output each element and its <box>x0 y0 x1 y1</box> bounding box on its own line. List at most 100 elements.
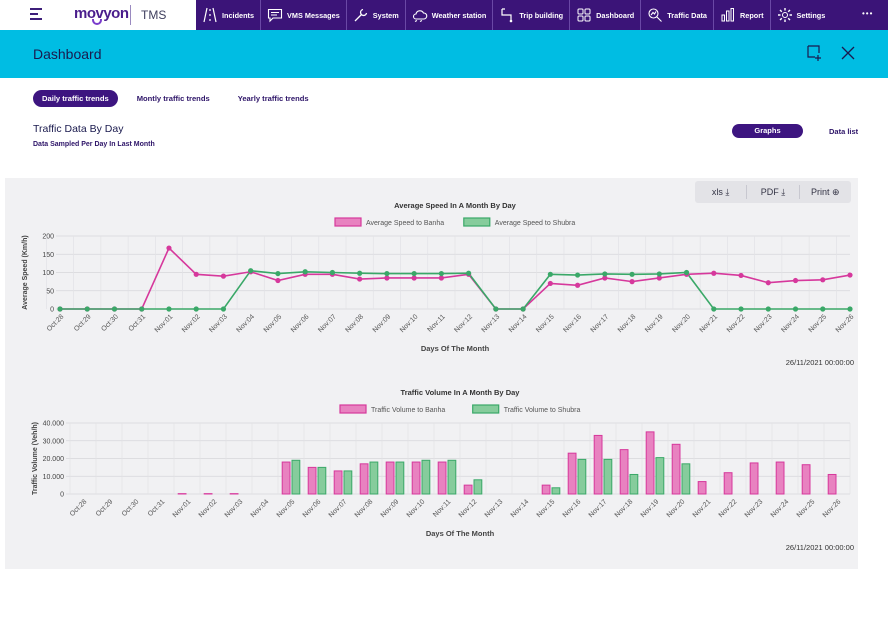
x-tick-label: Nov:21 <box>692 498 713 519</box>
data-point <box>193 271 199 277</box>
print-button[interactable]: Print ⊕ <box>811 187 840 197</box>
bar <box>343 470 353 495</box>
data-point <box>193 306 199 312</box>
legend-swatch <box>463 217 491 227</box>
data-point <box>738 272 744 279</box>
nav-label: Weather station <box>431 10 487 20</box>
charts-canvas: Average Speed In A Month By Day Average S… <box>22 201 855 552</box>
data-point <box>547 280 553 287</box>
x-tick-label: Nov:13 <box>481 313 502 334</box>
series-line <box>60 269 850 310</box>
wrench-icon <box>354 8 367 22</box>
chart-timestamp: 26/11/2021 00:00:00 <box>786 543 854 552</box>
legend-label: Average Speed to Banha <box>366 220 444 227</box>
trend-tabs: Daily traffic trends Montly traffic tren… <box>33 90 328 107</box>
message-icon <box>267 8 283 23</box>
x-tick-label: Nov:06 <box>290 313 311 334</box>
bar <box>317 466 327 495</box>
legend-label: Average Speed to Shubra <box>495 220 576 227</box>
grid-icon <box>577 8 591 22</box>
nav-settings[interactable]: Settings <box>771 0 832 30</box>
y-tick-label: 100 <box>42 270 54 277</box>
menu-icon[interactable] <box>30 8 42 21</box>
export-xls-button[interactable]: xls ⤓ <box>695 185 748 199</box>
nav-dashboard[interactable]: Dashboard <box>570 0 642 30</box>
x-tick-label: Nov:15 <box>536 498 557 519</box>
data-list-button[interactable]: Data list <box>829 127 859 136</box>
data-point <box>629 271 635 277</box>
data-point <box>248 268 254 274</box>
section-title: Traffic Data By Day <box>33 123 124 135</box>
x-tick-label: Oct:30 <box>100 313 120 333</box>
tab-monthly[interactable]: Montly traffic trends <box>136 94 210 103</box>
data-point <box>220 273 227 279</box>
data-point <box>166 306 172 312</box>
bar <box>359 463 369 495</box>
export-pdf-button[interactable]: PDF ⤓ <box>747 185 800 199</box>
data-point <box>765 306 771 312</box>
bar <box>307 466 317 495</box>
nav-report[interactable]: Report <box>714 0 771 30</box>
x-tick-label: Oct:29 <box>73 313 93 333</box>
x-tick-label: Nov:17 <box>588 498 609 519</box>
add-widget-icon[interactable] <box>806 44 824 62</box>
tab-daily[interactable]: Daily traffic trends <box>33 90 118 107</box>
bar <box>291 459 301 495</box>
nav-label: Settings <box>796 10 826 20</box>
legend-label: Traffic Volume to Shubra <box>504 407 581 414</box>
bar <box>827 473 837 495</box>
x-tick-label: Nov:12 <box>458 498 479 519</box>
tab-yearly[interactable]: Yearly traffic trends <box>237 94 309 103</box>
x-tick-label: Nov:26 <box>822 498 843 519</box>
data-point <box>275 277 281 284</box>
y-tick-label: 0 <box>60 492 64 499</box>
x-tick-label: Nov:14 <box>510 498 531 519</box>
y-tick-label: 20.000 <box>43 456 65 463</box>
y-tick-label: 30.000 <box>43 438 65 445</box>
nav-weather-station[interactable]: Weather station <box>406 0 494 30</box>
nav-system[interactable]: System <box>347 0 406 30</box>
logo: movyon <box>74 5 129 22</box>
legend-swatch <box>472 404 500 414</box>
x-axis-label: Days Of The Month <box>421 344 490 353</box>
bar <box>551 487 561 495</box>
nav-trip-building[interactable]: Trip building <box>493 0 571 30</box>
data-point <box>411 270 417 277</box>
bar <box>645 431 655 495</box>
data-point <box>220 306 227 312</box>
x-tick-label: Nov:04 <box>250 498 271 519</box>
bar <box>463 484 473 495</box>
data-point <box>683 269 690 276</box>
nav-vms-messages[interactable]: VMS Messages <box>261 0 347 30</box>
gear-icon <box>777 8 792 22</box>
main-nav: Incidents VMS Messages System Weather st… <box>196 0 888 30</box>
x-tick-label: Oct:31 <box>128 313 148 333</box>
bar <box>619 449 629 495</box>
x-tick-label: Nov:24 <box>780 313 801 334</box>
more-menu-icon[interactable]: ••• <box>862 9 874 18</box>
nav-incidents[interactable]: Incidents <box>196 0 262 30</box>
bar <box>333 470 343 495</box>
chart-title: Average Speed In A Month By Day <box>394 201 517 210</box>
nav-label: Dashboard <box>596 10 635 20</box>
data-point <box>820 306 826 312</box>
graphs-button[interactable]: Graphs <box>732 124 803 138</box>
data-point <box>847 306 853 312</box>
x-tick-label: Nov:11 <box>432 498 452 518</box>
nav-traffic-data[interactable]: Traffic Data <box>641 0 714 30</box>
route-icon <box>501 8 513 23</box>
nav-label: VMS Messages <box>287 10 340 20</box>
bar <box>681 463 691 495</box>
bar <box>749 462 759 495</box>
legend-swatch <box>339 404 367 414</box>
data-point <box>602 271 608 277</box>
y-axis-label: Average Speed (Km/h) <box>22 235 29 309</box>
data-point <box>357 270 363 276</box>
close-icon[interactable] <box>839 44 857 62</box>
y-axis-label: Traffic Volume (Veh/h) <box>32 422 39 495</box>
bar <box>603 458 613 495</box>
x-tick-label: Nov:19 <box>644 313 665 334</box>
bar <box>541 484 551 495</box>
bar <box>395 461 405 495</box>
x-axis-label: Days Of The Month <box>426 529 495 538</box>
